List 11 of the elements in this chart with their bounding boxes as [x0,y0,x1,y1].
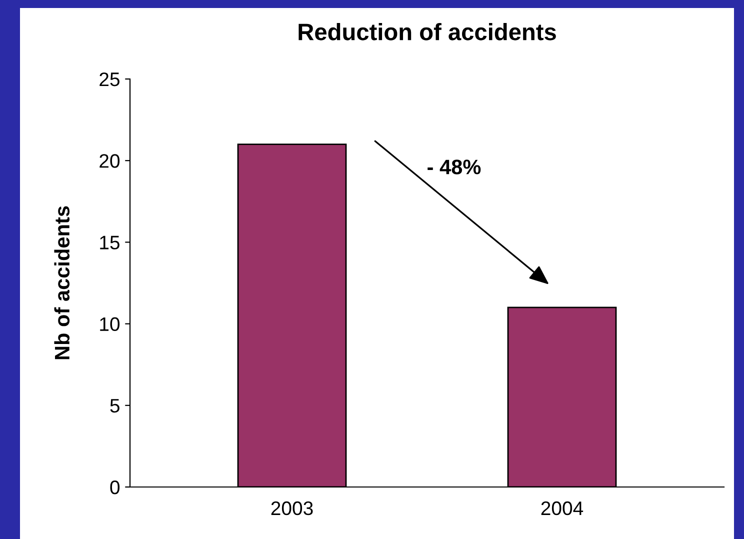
y-tick-label: 10 [100,317,120,332]
y-tick-label: 20 [100,154,120,168]
x-tick-label: 2003 [271,501,313,516]
y-tick-label: 25 [100,72,120,86]
y-tick-label: 15 [100,236,120,250]
y-axis-title: Nb of accidents [54,206,70,360]
chart-title: Reduction of accidents [298,23,556,40]
x-tick-label: 2004 [541,501,584,516]
y-tick-label: 0 [110,480,120,494]
annotation: - 48% [428,160,481,174]
y-tick-label: 5 [110,399,120,413]
